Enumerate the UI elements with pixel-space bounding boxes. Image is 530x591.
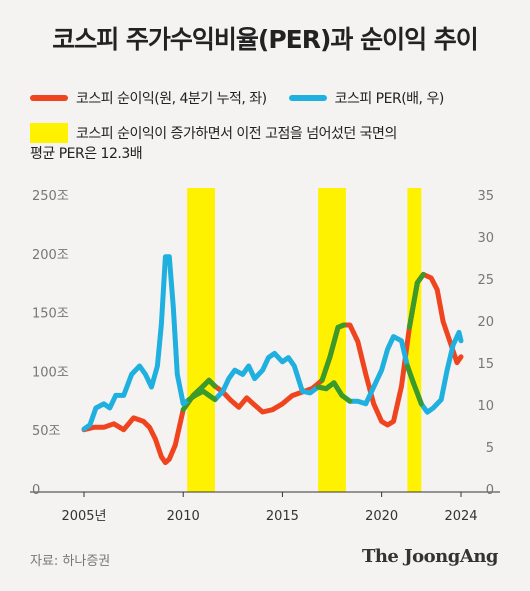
- page-title: 코스피 주가수익비율(PER)과 순이익 추이: [52, 25, 479, 54]
- series-0-band-segment-42: [414, 271, 426, 286]
- right-tick-label-2: 10: [477, 399, 494, 414]
- series-0-band-segment-29: [319, 354, 333, 383]
- right-tick-label-6: 30: [477, 231, 494, 246]
- left-tick-label-2: 100조: [32, 365, 69, 380]
- series-1-band-segment-21: [206, 392, 218, 403]
- left-tick-label-4: 200조: [32, 248, 69, 263]
- left-tick-label-0: 0: [32, 483, 40, 498]
- tick-labels: 0 50조 100조 150조 200조 250조 0 5 10 15 20 25 30 35 2005년 2…: [32, 189, 494, 524]
- right-tick-label-3: 15: [477, 357, 494, 372]
- shaded-band-2: [407, 188, 422, 492]
- series-0-band-segment-16: [206, 377, 218, 389]
- brand-logo: The JoongAng: [361, 546, 499, 567]
- per-legend-swatch: [288, 95, 327, 101]
- profit-legend-label: 코스피 순이익(원, 4분기 누적, 좌): [76, 91, 267, 107]
- x-tick-label-2: 2015: [266, 509, 299, 524]
- left-tick-label-3: 150조: [32, 307, 69, 322]
- left-tick-label-1: 50조: [32, 424, 61, 439]
- x-tick-label-4: 2024: [444, 509, 477, 524]
- right-tick-label-5: 25: [477, 273, 494, 288]
- series-0-band-segment-30: [327, 324, 341, 360]
- per-legend-label: 코스피 PER(배, 우): [334, 91, 445, 107]
- right-tick-label-4: 20: [477, 315, 494, 330]
- band-legend-swatch: [30, 123, 68, 143]
- series-0-band-segment-31: [335, 322, 347, 330]
- series-1-band-segment-49: [404, 363, 416, 386]
- band-legend-label-line1: 코스피 순이익이 증가하면서 이전 고점을 넘어섰던 국면의: [76, 126, 397, 142]
- right-tick-label-7: 35: [477, 189, 494, 204]
- axes: [30, 491, 500, 497]
- shaded-band-0: [187, 188, 215, 492]
- series-1-band-segment-40: [339, 392, 353, 404]
- x-tick-label-1: 2010: [167, 509, 200, 524]
- legend: 코스피 순이익(원, 4분기 누적, 좌) 코스피 PER(배, 우): [30, 88, 444, 108]
- series-line-0: [81, 271, 464, 466]
- left-tick-label-5: 250조: [32, 189, 69, 204]
- series-line-1: [81, 254, 464, 432]
- shaded-bands: [187, 188, 422, 492]
- series-1-band-segment-50: [410, 380, 424, 407]
- right-tick-label-0: 0: [486, 483, 494, 498]
- band-legend-label-line2: 평균 PER은 12.3배: [30, 146, 143, 162]
- x-tick-label-0: 2005년: [61, 509, 106, 524]
- profit-legend-swatch: [30, 95, 68, 101]
- series-lines: [81, 254, 464, 466]
- x-tick-label-3: 2020: [365, 509, 398, 524]
- source-note: 자료: 하나증권: [30, 554, 111, 569]
- right-tick-label-1: 5: [486, 441, 494, 456]
- series-0-band-segment-41: [406, 280, 420, 330]
- band-legend: 코스피 순이익이 증가하면서 이전 고점을 넘어섰던 국면의: [30, 123, 397, 143]
